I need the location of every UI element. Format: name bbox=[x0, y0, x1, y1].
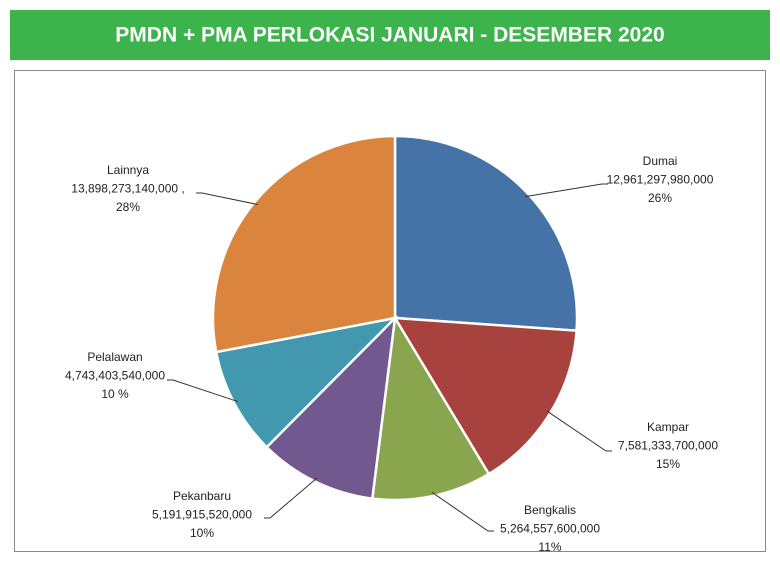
slice-name: Pekanbaru bbox=[173, 489, 231, 503]
slice-name: Bengkalis bbox=[524, 503, 576, 517]
slice-value-label: 13,898,273,140,000 , bbox=[71, 182, 184, 196]
pie-slice bbox=[214, 316, 399, 449]
slice-value-label: 12,961,297,980,000 bbox=[607, 173, 714, 187]
pie-slice bbox=[211, 134, 397, 354]
slice-name: Lainnya bbox=[107, 163, 149, 177]
slice-percent-label: 15% bbox=[656, 457, 680, 471]
leader-line bbox=[525, 183, 608, 198]
leader-line bbox=[196, 192, 258, 206]
slice-percent-label: 10% bbox=[190, 526, 214, 540]
slice-percent-label: 28% bbox=[116, 200, 140, 214]
slice-name: Dumai bbox=[643, 154, 678, 168]
slice-value-label: 7,581,333,700,000 bbox=[618, 439, 718, 453]
leader-line bbox=[167, 379, 238, 403]
slice-percent-label: 11% bbox=[538, 540, 561, 554]
slice-name: Kampar bbox=[647, 420, 689, 434]
leader-line bbox=[546, 410, 612, 452]
slice-value-label: 5,264,557,600,000 bbox=[500, 522, 600, 536]
title-bar bbox=[10, 10, 770, 60]
slice-name: Pelalawan bbox=[87, 350, 142, 364]
chart-title: PMDN + PMA PERLOKASI JANUARI - DESEMBER … bbox=[115, 24, 664, 47]
slice-value-label: 5,191,915,520,000 bbox=[152, 508, 252, 522]
leader-line bbox=[431, 491, 494, 532]
pie-slice bbox=[393, 134, 579, 333]
pie-slice bbox=[264, 314, 397, 500]
slice-percent-label: 26% bbox=[648, 191, 672, 205]
slice-value-label: 4,743,403,540,000 bbox=[65, 369, 165, 383]
pie-slice bbox=[370, 314, 491, 502]
leader-line bbox=[264, 477, 318, 519]
slice-percent-label: 10 % bbox=[101, 387, 129, 401]
